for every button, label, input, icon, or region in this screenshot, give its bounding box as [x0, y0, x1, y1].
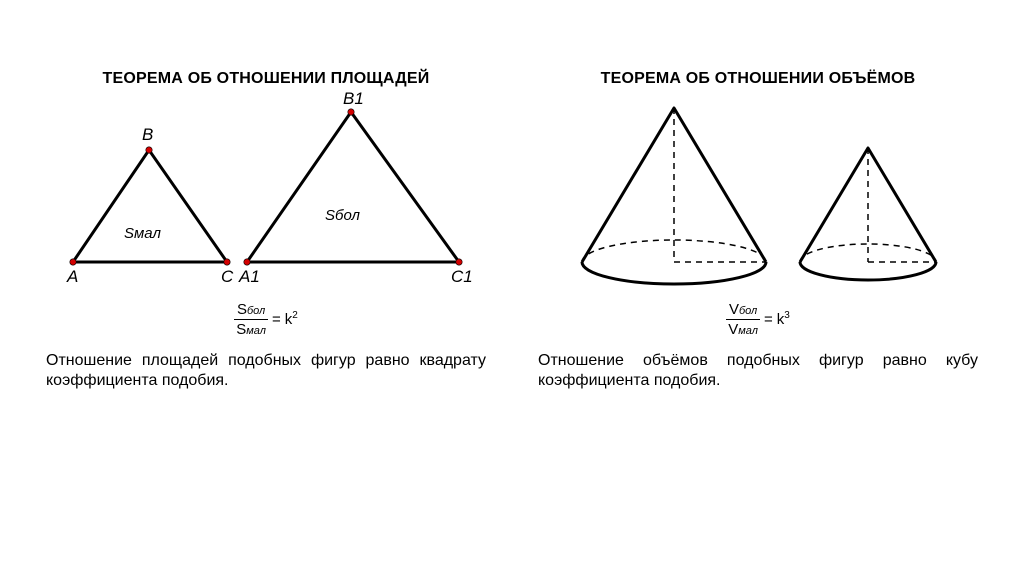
volumes-formula: Vбол Vмал = k3: [532, 301, 984, 337]
cones-figure: [532, 92, 984, 297]
big-cone: [582, 108, 766, 284]
label-b1: B1: [343, 92, 364, 108]
vertex-c: [224, 259, 230, 265]
equals-volumes: =: [764, 311, 773, 328]
areas-formula: Sбол Sмал = k2: [40, 301, 492, 337]
fraction-volumes: Vбол Vмал: [726, 302, 760, 337]
big-triangle: [247, 112, 459, 262]
label-c: C: [221, 267, 234, 286]
volumes-panel: ТЕОРЕМА ОБ ОТНОШЕНИИ ОБЪЁМОВ: [532, 70, 984, 391]
num-sub-v: бол: [739, 305, 757, 317]
den-sub: мал: [246, 325, 266, 337]
triangles-figure: A B C Sмал A1 B1 C1 Sбол: [40, 92, 492, 297]
vertex-a: [70, 259, 76, 265]
fraction-areas: Sбол Sмал: [234, 302, 268, 337]
den-main: S: [236, 321, 246, 338]
volumes-description: Отношение объёмов подобных фигур равно к…: [532, 351, 984, 391]
label-c1: C1: [451, 267, 473, 286]
num-sub: бол: [247, 305, 265, 317]
label-s-big: Sбол: [325, 207, 360, 224]
label-a: A: [66, 267, 78, 286]
areas-description: Отношение площадей подобных фигур равно …: [40, 351, 492, 391]
num-main-v: V: [729, 301, 739, 318]
vertex-c1: [456, 259, 462, 265]
vertex-b1: [348, 109, 354, 115]
label-b: B: [142, 125, 153, 144]
small-triangle: [73, 150, 227, 262]
label-s-small: Sмал: [124, 225, 161, 242]
rhs-volumes: k3: [777, 311, 790, 328]
areas-title: ТЕОРЕМА ОБ ОТНОШЕНИИ ПЛОЩАДЕЙ: [40, 70, 492, 88]
label-a1: A1: [238, 267, 260, 286]
den-sub-v: мал: [738, 325, 758, 337]
den-main-v: V: [728, 321, 738, 338]
vertex-a1: [244, 259, 250, 265]
small-cone: [800, 148, 936, 280]
num-main: S: [237, 301, 247, 318]
vertex-b: [146, 147, 152, 153]
areas-panel: ТЕОРЕМА ОБ ОТНОШЕНИИ ПЛОЩАДЕЙ A B C Sмал…: [40, 70, 492, 391]
equals-areas: =: [272, 311, 281, 328]
volumes-title: ТЕОРЕМА ОБ ОТНОШЕНИИ ОБЪЁМОВ: [532, 70, 984, 88]
rhs-areas: k2: [285, 311, 298, 328]
